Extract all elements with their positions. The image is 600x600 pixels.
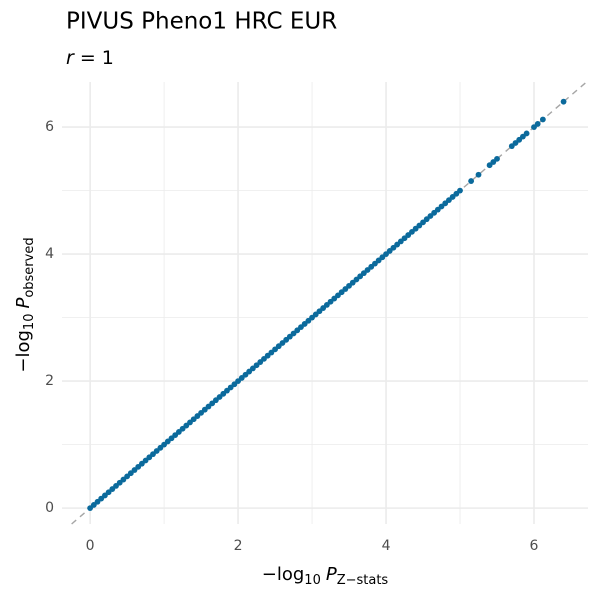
y-tick-label: 4: [45, 246, 54, 262]
y-label-var-sub: observed: [22, 237, 37, 297]
point: [523, 130, 530, 137]
y-tick-label: 6: [45, 119, 54, 135]
point: [457, 187, 463, 194]
subtitle-var: r: [66, 47, 75, 69]
point: [475, 171, 482, 178]
y-axis-title: −log10 Pobserved: [13, 237, 37, 372]
point: [560, 98, 567, 105]
chart-subtitle: r = 1: [66, 47, 114, 69]
x-tick-label: 4: [382, 538, 391, 554]
point: [494, 155, 500, 162]
chart-title: PIVUS Pheno1 HRC EUR: [66, 9, 337, 35]
x-label-sub: 10: [304, 573, 321, 588]
x-label-var-sub: Z−stats: [337, 573, 389, 588]
x-tick-label: 6: [530, 538, 539, 554]
x-tick-label: 2: [234, 538, 243, 554]
point: [534, 121, 541, 127]
subtitle-rest: = 1: [74, 47, 114, 69]
x-label-prefix: −log: [262, 564, 305, 585]
y-label-var: P: [13, 298, 34, 309]
point: [539, 116, 546, 123]
y-label-prefix: −log: [13, 330, 34, 373]
y-tick-label: 2: [45, 373, 54, 389]
x-tick-label: 0: [86, 538, 95, 554]
y-label-sub: 10: [22, 314, 37, 331]
x-axis-title: −log10 PZ−stats: [262, 564, 389, 588]
x-label-var: P: [326, 564, 337, 585]
point: [468, 178, 475, 184]
y-tick-label: 0: [45, 500, 54, 516]
